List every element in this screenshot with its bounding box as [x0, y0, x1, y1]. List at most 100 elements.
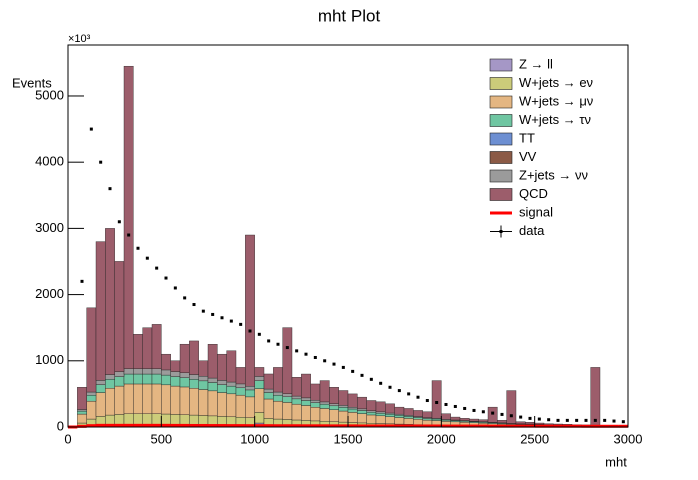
- bar-segment: [152, 374, 161, 384]
- bar-segment: [432, 381, 441, 419]
- legend-label: data: [519, 223, 545, 238]
- bar-segment: [133, 384, 142, 414]
- data-point: [454, 405, 457, 408]
- bar-segment: [161, 375, 170, 385]
- bar-segment: [180, 387, 189, 415]
- bar-segment: [115, 377, 124, 386]
- bar-segment: [329, 404, 338, 406]
- bar-segment: [189, 388, 198, 415]
- bar-segment: [96, 242, 105, 381]
- bar-segment: [320, 381, 329, 402]
- bar-segment: [460, 418, 469, 420]
- bar-segment: [255, 367, 264, 376]
- bar-segment: [227, 351, 236, 382]
- legend-swatch: [500, 230, 503, 233]
- legend-label: QCD: [519, 186, 548, 201]
- bar-segment: [451, 417, 460, 420]
- legend-label: signal: [519, 204, 553, 219]
- data-point: [211, 313, 214, 316]
- bar-segment: [124, 66, 133, 369]
- data-point: [501, 413, 504, 416]
- chart-title: mht Plot: [318, 6, 381, 25]
- bar-segment: [292, 399, 301, 404]
- bar-segment: [171, 377, 180, 386]
- bar-segment: [77, 414, 86, 423]
- bar-segment: [217, 385, 226, 393]
- data-point: [99, 161, 102, 164]
- bar-segment: [423, 412, 432, 418]
- bar-segment: [161, 354, 170, 370]
- bar-segment: [208, 344, 217, 378]
- bar-segment: [96, 393, 105, 417]
- y-tick-label: 0: [57, 418, 64, 433]
- x-tick-label: 2000: [427, 431, 456, 446]
- data-point: [118, 220, 121, 223]
- legend-swatch: [490, 115, 512, 127]
- bar-segment: [273, 392, 282, 395]
- data-point: [407, 392, 410, 395]
- bar-segment: [423, 420, 432, 425]
- bar-segment: [245, 235, 254, 386]
- bar-segment: [376, 402, 385, 412]
- bar-segment: [367, 401, 376, 411]
- bar-segment: [311, 400, 320, 402]
- y-tick-label: 3000: [35, 220, 64, 235]
- bar-segment: [413, 410, 422, 416]
- bar-segment: [385, 404, 394, 413]
- x-tick-label: 1500: [334, 431, 363, 446]
- y-tick-label: 2000: [35, 286, 64, 301]
- bar-segment: [199, 376, 208, 381]
- data-point: [90, 128, 93, 131]
- bar-segment: [180, 373, 189, 378]
- bar-segment: [96, 385, 105, 393]
- data-point: [361, 374, 364, 377]
- bar-segment: [236, 367, 245, 383]
- bar-segment: [283, 397, 292, 403]
- bar-segment: [525, 422, 534, 424]
- data-point: [445, 403, 448, 406]
- data-point: [435, 401, 438, 404]
- bar-segment: [236, 388, 245, 395]
- bar-segment: [469, 419, 478, 421]
- legend-swatch: [490, 59, 512, 71]
- bar-segment: [395, 418, 404, 425]
- bar-segment: [171, 386, 180, 414]
- bar-segment: [77, 410, 86, 412]
- data-point: [109, 187, 112, 190]
- bar-segment: [264, 393, 273, 399]
- bar-segment: [105, 388, 114, 415]
- bar-segment: [385, 417, 394, 424]
- bar-segment: [171, 372, 180, 377]
- data-point: [473, 409, 476, 412]
- bar-segment: [199, 390, 208, 416]
- data-point: [286, 346, 289, 349]
- bar-segment: [320, 402, 329, 404]
- data-point: [370, 378, 373, 381]
- bar-segment: [208, 378, 217, 382]
- bar-segment: [245, 386, 254, 390]
- bar-segment: [87, 401, 96, 419]
- data-point: [622, 420, 625, 423]
- bar-segment: [77, 411, 86, 414]
- bar-segment: [357, 409, 366, 411]
- legend-swatch: [490, 78, 512, 90]
- data-point: [547, 418, 550, 421]
- bar-segment: [516, 422, 525, 424]
- bar-segment: [124, 384, 133, 414]
- bar-segment: [255, 412, 264, 423]
- bar-segment: [161, 385, 170, 414]
- bar-segment: [339, 411, 348, 422]
- legend-label: TT: [519, 130, 535, 145]
- bar-segment: [133, 369, 142, 374]
- bar-segment: [348, 394, 357, 407]
- bar-segment: [96, 380, 105, 384]
- data-point: [146, 257, 149, 260]
- bar-segment: [189, 375, 198, 380]
- data-point: [566, 419, 569, 422]
- bar-segment: [292, 396, 301, 399]
- data-point: [510, 414, 513, 417]
- bar-segment: [255, 381, 264, 389]
- bar-segment: [385, 414, 394, 416]
- bar-segment: [348, 409, 357, 412]
